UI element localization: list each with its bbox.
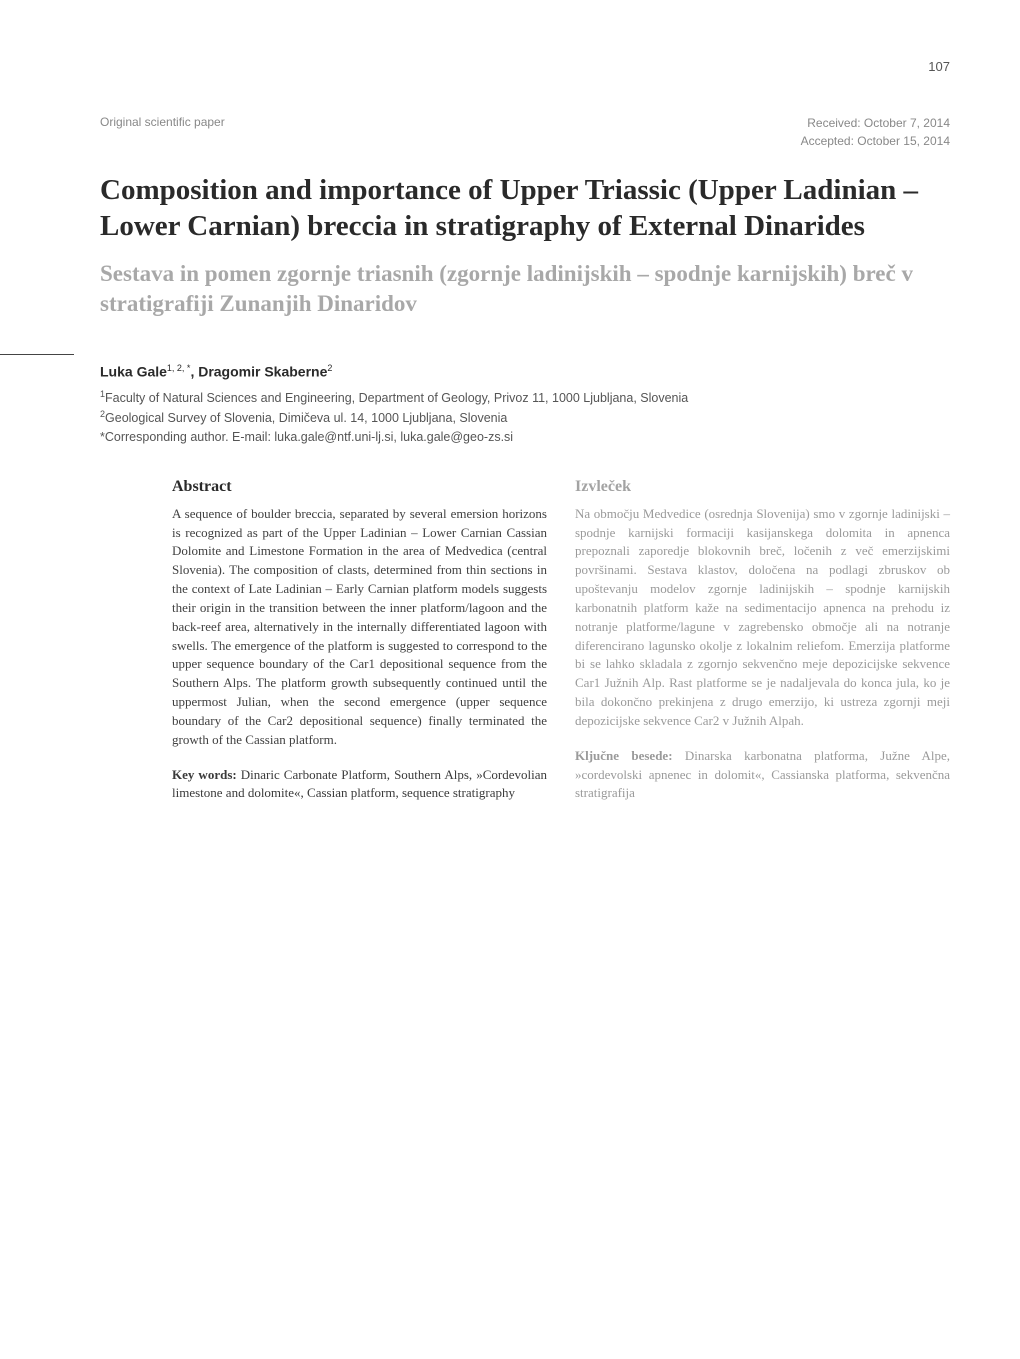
abstract-heading-sl: Izvleček — [575, 476, 950, 498]
article-subtitle: Sestava in pomen zgornje triasnih (zgorn… — [100, 259, 950, 319]
author-rule — [0, 354, 74, 355]
page-number: 107 — [100, 58, 950, 76]
abstract-body-sl: Na območju Medvedice (osrednja Slovenija… — [575, 505, 950, 731]
dates: Received: October 7, 2014 Accepted: Octo… — [801, 114, 950, 150]
affiliation-2: 2Geological Survey of Slovenia, Dimičeva… — [100, 408, 950, 428]
abstract-body-en: A sequence of boulder breccia, separated… — [172, 505, 547, 750]
received-date: Received: October 7, 2014 — [801, 114, 950, 132]
abstract-heading-en: Abstract — [172, 476, 547, 498]
paper-type: Original scientific paper — [100, 114, 225, 150]
abstract-column-en: Abstract A sequence of boulder breccia, … — [172, 476, 547, 803]
abstract-row: Abstract A sequence of boulder breccia, … — [100, 476, 950, 803]
keywords-sl: Ključne besede: Dinarska karbonatna plat… — [575, 747, 950, 804]
keywords-label-sl: Ključne besede: — [575, 748, 673, 763]
meta-row: Original scientific paper Received: Octo… — [100, 114, 950, 150]
keywords-en: Key words: Dinaric Carbonate Platform, S… — [172, 766, 547, 804]
article-title: Composition and importance of Upper Tria… — [100, 172, 950, 245]
accepted-date: Accepted: October 15, 2014 — [801, 132, 950, 150]
authors: Luka Gale1, 2, *, Dragomir Skaberne2 — [100, 362, 950, 382]
corresponding-author: *Corresponding author. E-mail: luka.gale… — [100, 428, 950, 447]
author-block: Luka Gale1, 2, *, Dragomir Skaberne2 1Fa… — [100, 354, 950, 446]
abstract-column-sl: Izvleček Na območju Medvedice (osrednja … — [575, 476, 950, 803]
affiliation-1: 1Faculty of Natural Sciences and Enginee… — [100, 388, 950, 408]
keywords-label-en: Key words: — [172, 767, 237, 782]
